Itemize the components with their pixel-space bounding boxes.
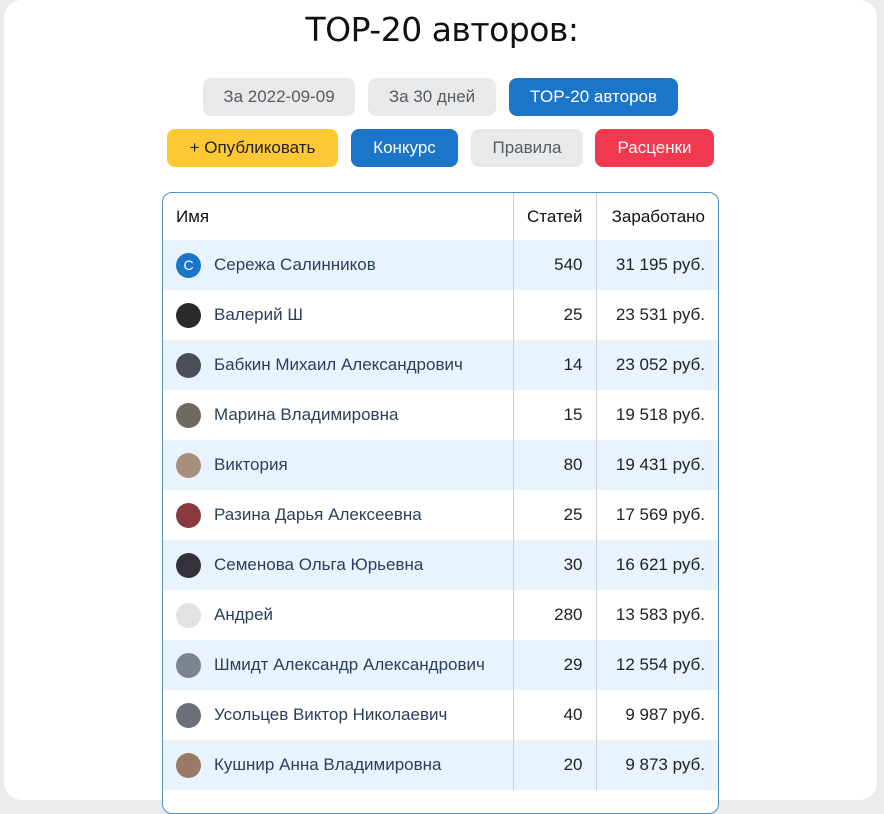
table-row: Шмидт Александр Александрович 29 12 554 ру… [163, 640, 718, 690]
earned-amount: 19 431 руб. [595, 440, 718, 490]
table-row: Виктория 80 19 431 руб. [163, 440, 718, 490]
avatar[interactable]: С [176, 252, 201, 278]
author-cell-inner: Семенова Ольга Юрьевна [176, 552, 513, 578]
articles-count: 25 [512, 290, 596, 340]
tab-top-20[interactable]: TOP-20 авторов [509, 78, 678, 116]
author-cell-inner: Марина Владимировна [176, 402, 513, 428]
articles-count: 30 [512, 540, 596, 590]
articles-count: 29 [512, 640, 596, 690]
articles-count: 20 [512, 740, 596, 790]
table-row: С Сережа Салинников 540 31 195 руб. [163, 240, 718, 290]
avatar[interactable] [176, 352, 201, 378]
author-name-link[interactable]: Валерий Ш [214, 305, 303, 324]
author-cell: Шмидт Александр Александрович [163, 640, 513, 690]
author-name-link[interactable]: Марина Владимировна [214, 405, 399, 424]
table-header-row: Имя Статей Заработано [163, 193, 718, 240]
articles-count: 25 [512, 490, 596, 540]
author-cell: Усольцев Виктор Николаевич [163, 690, 513, 740]
avatar[interactable] [176, 702, 201, 728]
table-row: Кушнир Анна Владимировна 20 9 873 руб. [163, 740, 718, 790]
table-row: Разина Дарья Алексеевна 25 17 569 руб. [163, 490, 718, 540]
author-cell-inner: Бабкин Михаил Александрович [176, 352, 513, 378]
author-cell: Семенова Ольга Юрьевна [163, 540, 513, 590]
author-name-link[interactable]: Кушнир Анна Владимировна [214, 755, 442, 774]
author-cell: Марина Владимировна [163, 390, 513, 440]
author-cell-inner: Разина Дарья Алексеевна [176, 502, 513, 528]
avatar[interactable] [176, 302, 201, 328]
table-row: Бабкин Михаил Александрович 14 23 052 руб. [163, 340, 718, 390]
rules-button[interactable]: Правила [471, 129, 583, 167]
articles-count: 80 [512, 440, 596, 490]
avatar[interactable] [176, 652, 201, 678]
articles-count: 15 [512, 390, 596, 440]
author-name-link[interactable]: Усольцев Виктор Николаевич [214, 705, 448, 724]
earned-amount: 17 569 руб. [595, 490, 718, 540]
header-articles: Статей [512, 193, 596, 240]
table-row: Валерий Ш 25 23 531 руб. [163, 290, 718, 340]
articles-count: 14 [512, 340, 596, 390]
earned-amount: 19 518 руб. [595, 390, 718, 440]
earned-amount: 23 052 руб. [595, 340, 718, 390]
avatar[interactable] [176, 752, 201, 778]
author-cell: Разина Дарья Алексеевна [163, 490, 513, 540]
avatar[interactable] [176, 452, 201, 478]
author-cell-inner: Усольцев Виктор Николаевич [176, 702, 513, 728]
articles-count: 540 [512, 240, 596, 290]
author-name-link[interactable]: Разина Дарья Алексеевна [214, 505, 422, 524]
author-cell-inner: С Сережа Салинников [176, 252, 513, 278]
author-name-link[interactable]: Бабкин Михаил Александрович [214, 355, 463, 374]
articles-count: 40 [512, 690, 596, 740]
earned-amount: 9 873 руб. [595, 740, 718, 790]
earned-amount: 31 195 руб. [595, 240, 718, 290]
contest-button[interactable]: Конкурс [351, 129, 458, 167]
author-name-link[interactable]: Сережа Салинников [214, 255, 376, 274]
authors-table: Имя Статей Заработано С Сережа Салинников… [162, 192, 719, 814]
author-cell: Виктория [163, 440, 513, 490]
author-cell-inner: Шмидт Александр Александрович [176, 652, 513, 678]
author-cell: Валерий Ш [163, 290, 513, 340]
avatar[interactable] [176, 552, 201, 578]
earned-amount: 23 531 руб. [595, 290, 718, 340]
tab-30-days[interactable]: За 30 дней [368, 78, 496, 116]
articles-count: 280 [512, 590, 596, 640]
author-cell-inner: Виктория [176, 452, 513, 478]
author-cell: Андрей [163, 590, 513, 640]
author-cell-inner: Кушнир Анна Владимировна [176, 752, 513, 778]
earned-amount: 16 621 руб. [595, 540, 718, 590]
prices-button[interactable]: Расценки [595, 129, 714, 167]
table-row: Усольцев Виктор Николаевич 40 9 987 руб. [163, 690, 718, 740]
table-row: Марина Владимировна 15 19 518 руб. [163, 390, 718, 440]
earned-amount: 13 583 руб. [595, 590, 718, 640]
author-name-link[interactable]: Шмидт Александр Александрович [214, 655, 485, 674]
publish-button[interactable]: + Опубликовать [167, 129, 338, 167]
author-cell: Кушнир Анна Владимировна [163, 740, 513, 790]
avatar[interactable] [176, 402, 201, 428]
earned-amount: 12 554 руб. [595, 640, 718, 690]
author-name-link[interactable]: Андрей [214, 605, 274, 624]
earned-amount: 9 987 руб. [595, 690, 718, 740]
author-cell-inner: Андрей [176, 602, 513, 628]
page-title: TOP-20 авторов: [305, 10, 579, 49]
table-row: Семенова Ольга Юрьевна 30 16 621 руб. [163, 540, 718, 590]
table-row: Андрей 280 13 583 руб. [163, 590, 718, 640]
author-cell: Бабкин Михаил Александрович [163, 340, 513, 390]
header-earned: Заработано [595, 193, 718, 240]
header-name: Имя [176, 206, 210, 226]
author-cell: С Сережа Салинников [163, 240, 513, 290]
avatar[interactable] [176, 602, 201, 628]
author-name-link[interactable]: Семенова Ольга Юрьевна [214, 555, 424, 574]
author-cell-inner: Валерий Ш [176, 302, 513, 328]
avatar[interactable] [176, 502, 201, 528]
author-name-link[interactable]: Виктория [214, 455, 288, 474]
tab-date[interactable]: За 2022-09-09 [203, 78, 355, 116]
